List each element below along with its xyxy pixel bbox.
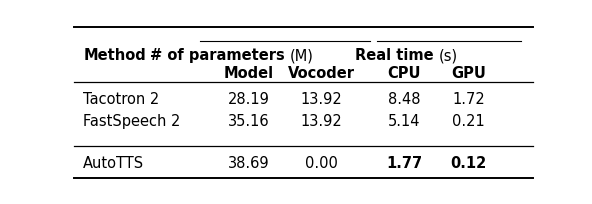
Text: Method: Method (83, 48, 146, 63)
Text: (s): (s) (439, 48, 458, 63)
Text: Vocoder: Vocoder (288, 67, 355, 81)
Text: 28.19: 28.19 (227, 92, 269, 107)
Text: AutoTTS: AutoTTS (83, 156, 144, 171)
Text: CPU: CPU (388, 67, 421, 81)
Text: # of parameters: # of parameters (150, 48, 289, 63)
Text: Model: Model (223, 67, 274, 81)
Text: Tacotron 2: Tacotron 2 (83, 92, 159, 107)
Text: 13.92: 13.92 (301, 114, 343, 129)
Text: Real time: Real time (355, 48, 439, 63)
Text: 0.12: 0.12 (451, 156, 487, 171)
Text: FastSpeech 2: FastSpeech 2 (83, 114, 181, 129)
Text: 8.48: 8.48 (388, 92, 420, 107)
Text: 0.00: 0.00 (305, 156, 338, 171)
Text: GPU: GPU (451, 67, 486, 81)
Text: 1.77: 1.77 (386, 156, 423, 171)
Text: 0.21: 0.21 (452, 114, 485, 129)
Text: 13.92: 13.92 (301, 92, 343, 107)
Text: (M): (M) (289, 48, 314, 63)
Text: 1.72: 1.72 (452, 92, 485, 107)
Text: 35.16: 35.16 (227, 114, 269, 129)
Text: 38.69: 38.69 (227, 156, 269, 171)
Text: 5.14: 5.14 (388, 114, 420, 129)
